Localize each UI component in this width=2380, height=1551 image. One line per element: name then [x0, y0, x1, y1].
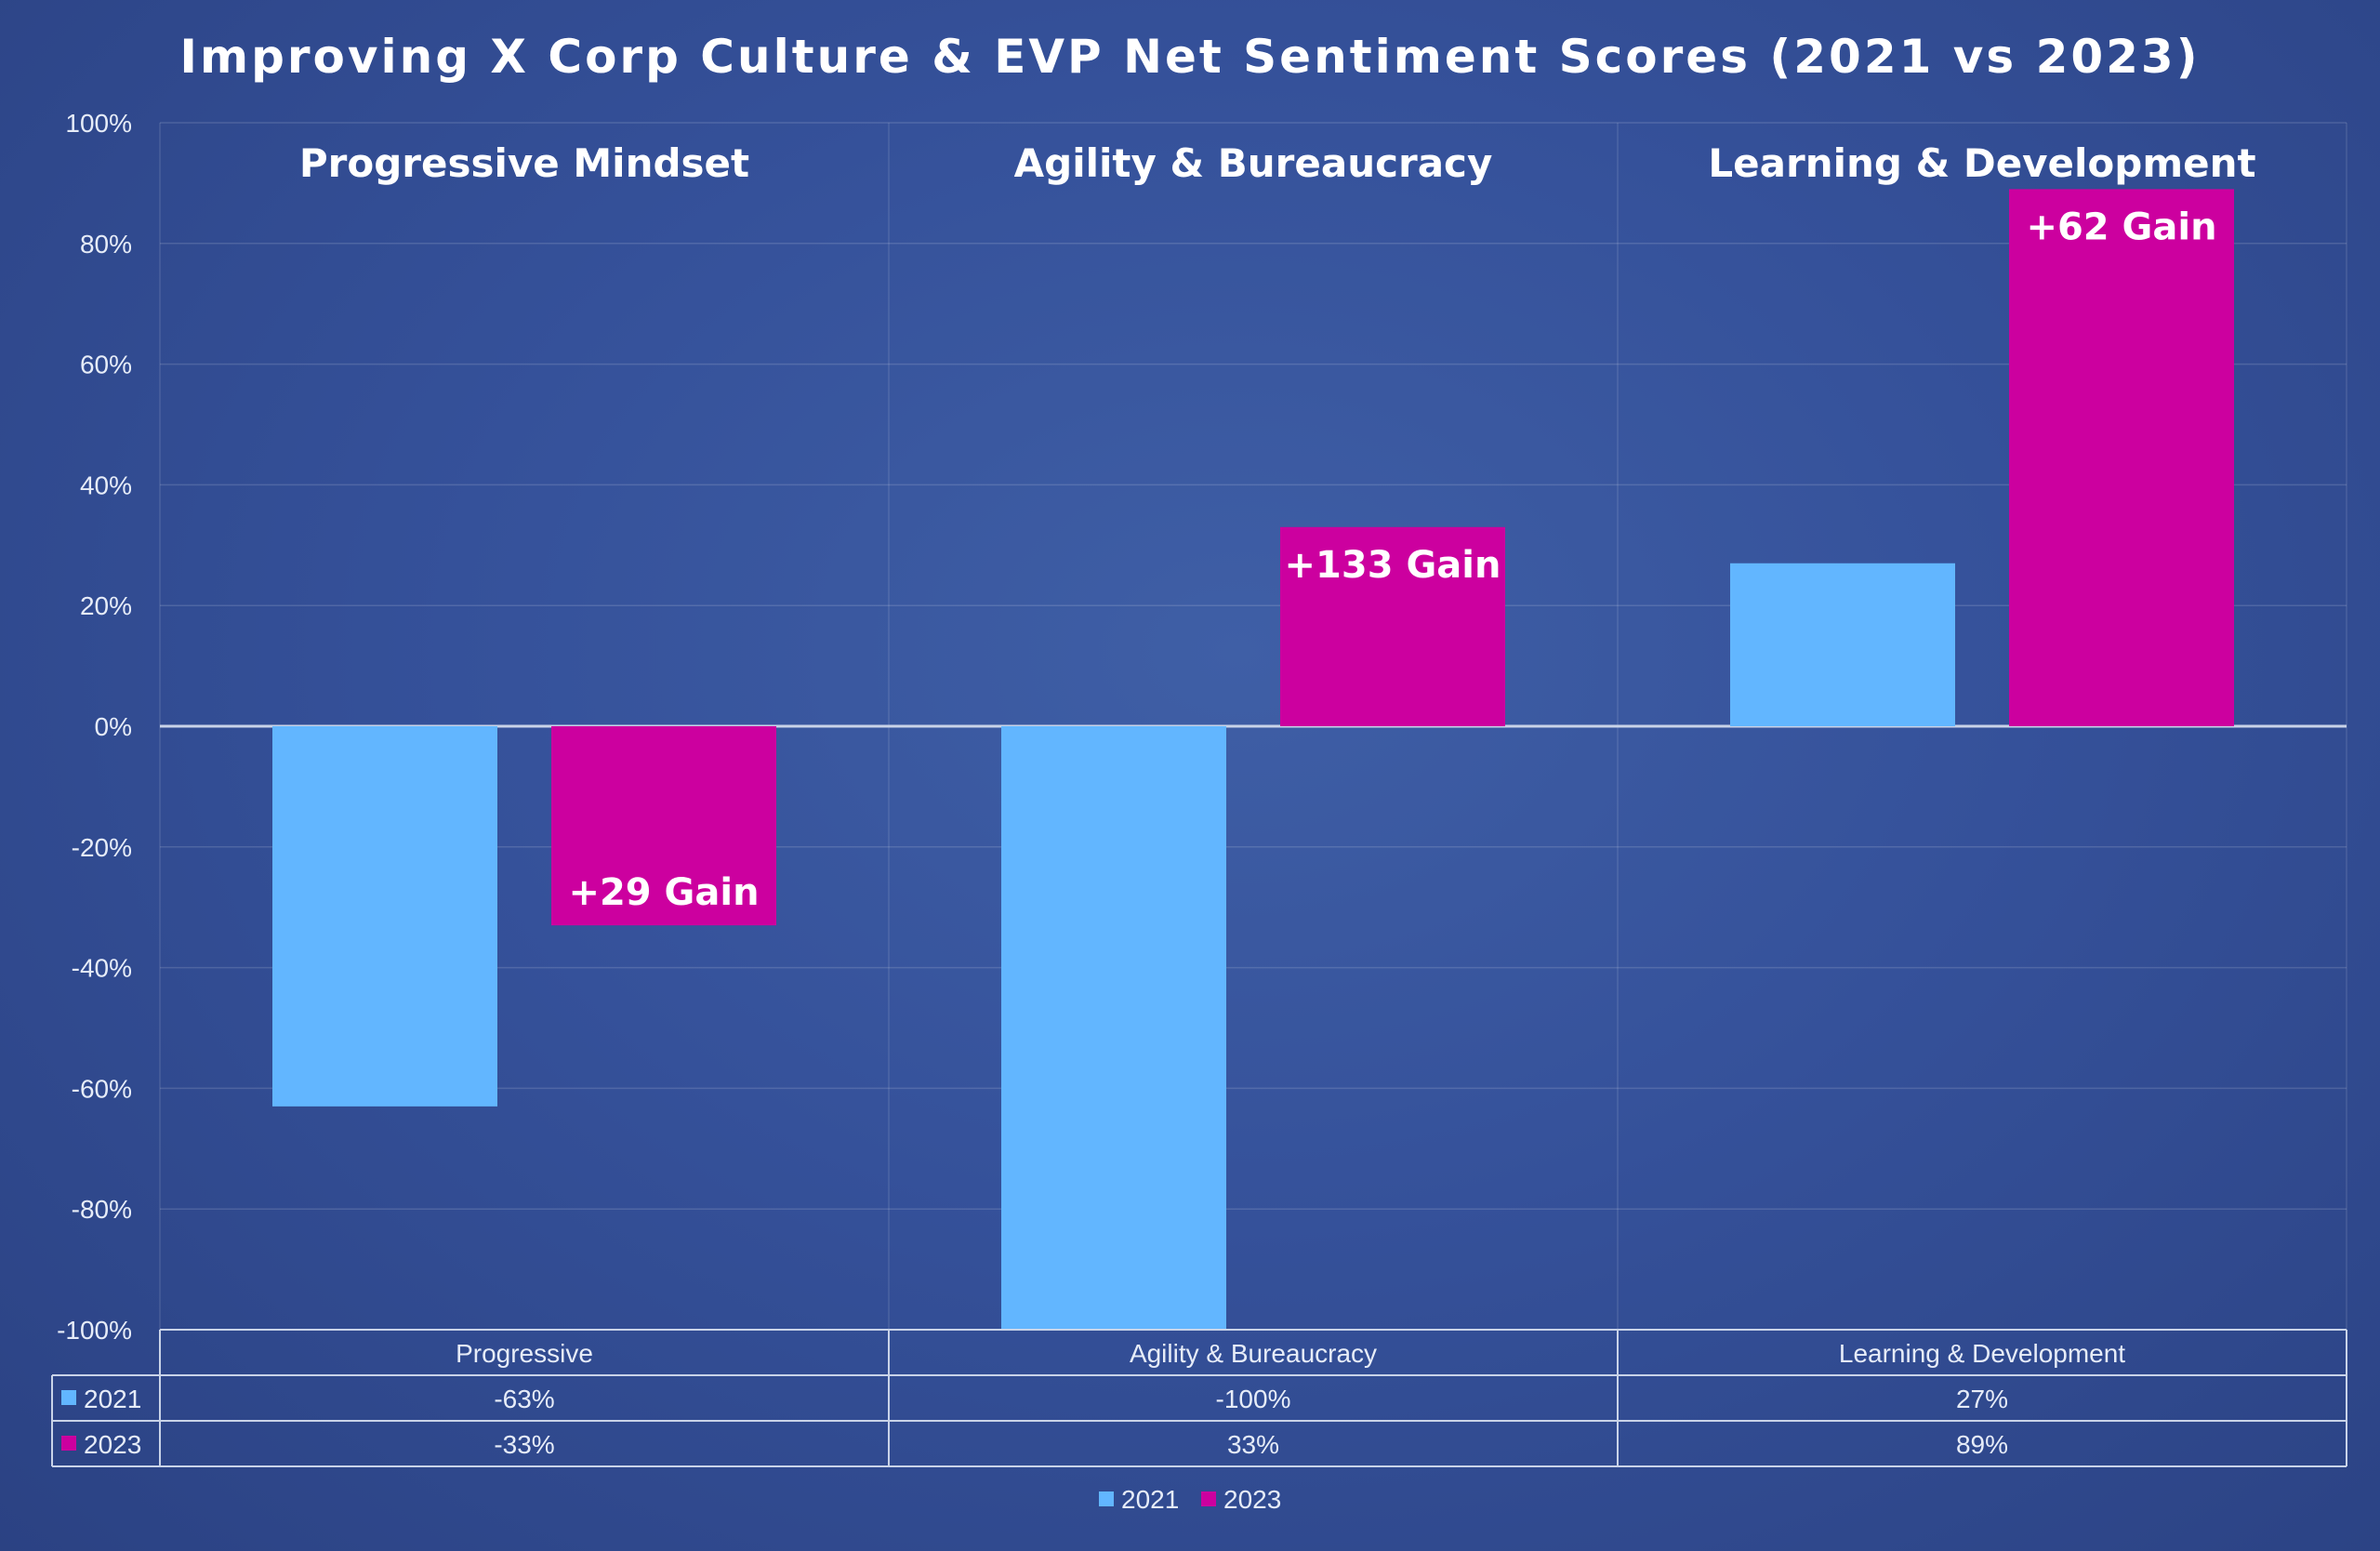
table-header-cell: Agility & Bureaucracy	[1130, 1339, 1377, 1368]
legend-swatch-2021	[1099, 1491, 1114, 1506]
table-value-cell: 89%	[1956, 1430, 2008, 1459]
table-header-cell: Learning & Development	[1839, 1339, 2125, 1368]
labels-layer: Progressive Mindset +29 Gain Agility & Bur…	[299, 140, 2256, 914]
legend: 2021 2023	[1099, 1485, 1281, 1514]
chart-title: Improving X Corp Culture & EVP Net Senti…	[179, 30, 2200, 84]
y-tick-label: 60%	[80, 351, 132, 379]
y-tick-label: -20%	[72, 833, 132, 862]
table-value-cell: 27%	[1956, 1385, 2008, 1413]
series-swatch-2023	[61, 1436, 76, 1451]
group-title: Progressive Mindset	[299, 140, 749, 186]
table-row-label: 2023	[84, 1430, 141, 1459]
legend-label: 2023	[1223, 1485, 1281, 1514]
table-value-cell: -33%	[494, 1430, 554, 1459]
table-header-cell: Progressive	[456, 1339, 593, 1368]
table-value-cell: 33%	[1227, 1430, 1279, 1459]
legend-label: 2021	[1121, 1485, 1179, 1514]
bar-2023-3	[2009, 189, 2234, 726]
bar-2021-2	[1001, 726, 1226, 1330]
y-tick-label: 20%	[80, 591, 132, 620]
group-title: Agility & Bureaucracy	[1014, 140, 1493, 186]
gain-annotation: +62 Gain	[2026, 205, 2216, 248]
y-tick-label: -60%	[72, 1074, 132, 1103]
y-tick-label: 40%	[80, 471, 132, 499]
bars-layer	[272, 189, 2234, 1330]
bar-2023-2	[1280, 526, 1505, 726]
gain-annotation: +133 Gain	[1285, 544, 1501, 587]
y-tick-label: 0%	[95, 712, 132, 741]
y-tick-label: -100%	[57, 1316, 132, 1345]
bar-2023-1	[551, 726, 776, 926]
group-title: Learning & Development	[1708, 140, 2255, 186]
data-table: Progressive Agility & Bureaucracy Learning…	[51, 1329, 2347, 1467]
table-row-label: 2021	[84, 1385, 141, 1413]
table-value-cell: -100%	[1216, 1385, 1291, 1413]
bar-2021-3	[1730, 563, 1955, 726]
table-value-cell: -63%	[494, 1385, 554, 1413]
series-swatch-2021	[61, 1390, 76, 1405]
y-tick-label: -80%	[72, 1195, 132, 1224]
y-tick-label: -40%	[72, 954, 132, 983]
bar-2021-1	[272, 726, 497, 1107]
y-tick-label: 80%	[80, 230, 132, 258]
gain-annotation: +29 Gain	[568, 871, 759, 914]
legend-swatch-2023	[1201, 1491, 1216, 1506]
y-tick-label: 100%	[65, 109, 132, 138]
